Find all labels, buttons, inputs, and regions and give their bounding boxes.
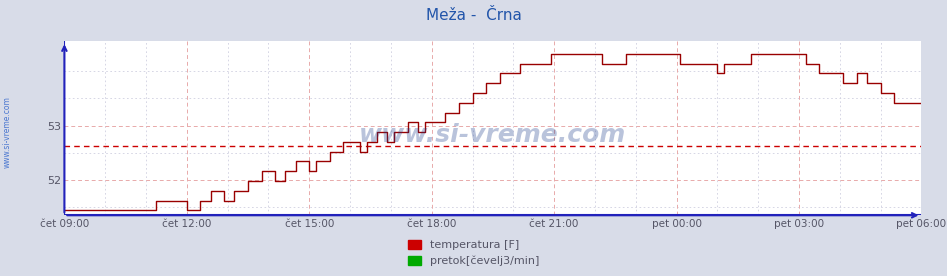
Legend: temperatura [F], pretok[čevelj3/min]: temperatura [F], pretok[čevelj3/min] <box>403 235 544 270</box>
Text: www.si-vreme.com: www.si-vreme.com <box>359 123 627 147</box>
Text: www.si-vreme.com: www.si-vreme.com <box>3 97 12 168</box>
Text: Meža -  Črna: Meža - Črna <box>425 8 522 23</box>
